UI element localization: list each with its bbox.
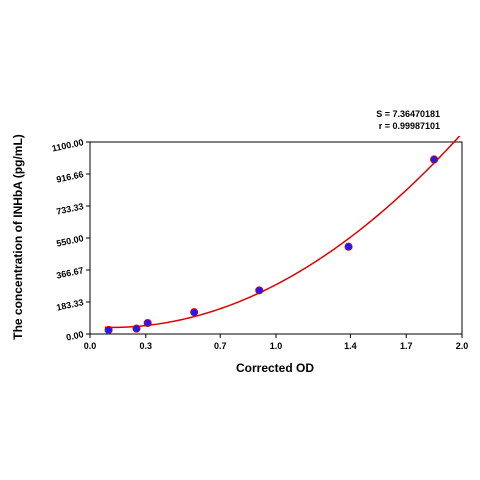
- y-tick-label: 183.33: [55, 297, 84, 313]
- y-axis-label: The concentration of INHbA (pg/mL): [11, 134, 25, 340]
- y-tick-label: 550.00: [55, 233, 84, 249]
- x-tick-label: 1.4: [344, 341, 357, 351]
- data-point: [430, 155, 439, 164]
- y-tick-label: 916.66: [55, 169, 84, 185]
- x-tick-label: 0.3: [140, 341, 153, 351]
- data-points: [104, 155, 439, 335]
- data-point: [344, 242, 353, 251]
- y-tick-label: 1100.00: [51, 137, 84, 153]
- data-point: [143, 318, 152, 328]
- x-tick-label: 0.7: [214, 341, 227, 351]
- x-tick-label: 1.7: [400, 341, 413, 351]
- x-axis-ticks: 0.0 0.3 0.7 1.0 1.4 1.7 2.0: [84, 334, 469, 351]
- data-point: [255, 286, 264, 295]
- plot-frame: [89, 141, 463, 335]
- y-tick-label: 0.00: [65, 329, 84, 342]
- x-tick-label: 0.0: [84, 341, 97, 351]
- x-tick-label: 2.0: [456, 341, 469, 351]
- data-point: [190, 308, 199, 317]
- x-tick-label: 1.0: [270, 341, 283, 351]
- fit-curve: [104, 136, 461, 329]
- data-point: [132, 324, 141, 333]
- slope-stat: S = 7.36470181: [376, 109, 440, 119]
- x-axis-label: Corrected OD: [236, 361, 314, 375]
- y-tick-label: 733.33: [55, 201, 84, 217]
- y-axis-ticks: 0.00 183.33 366.67 550.00 733.33 916.66 1100.0…: [51, 137, 90, 343]
- y-tick-label: 366.67: [55, 265, 84, 281]
- data-point: [104, 325, 113, 335]
- correlation-stat: r = 0.99987101: [378, 121, 440, 131]
- plot-area-border: [89, 141, 463, 335]
